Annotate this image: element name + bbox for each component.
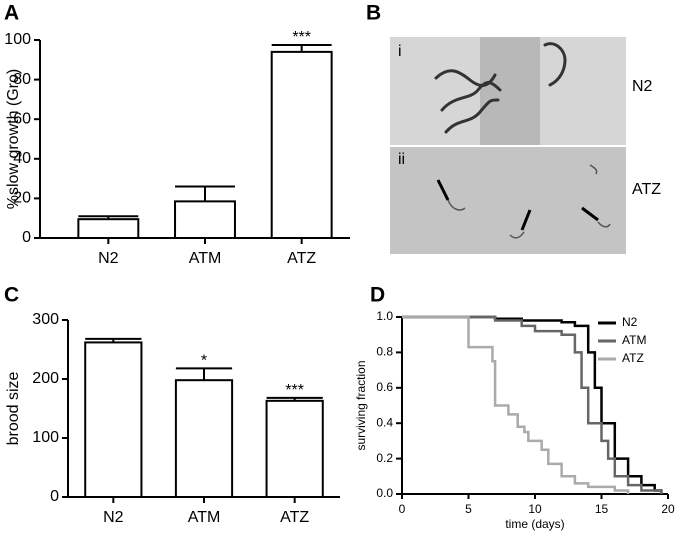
bar — [270, 50, 333, 239]
x-tick-label: 15 — [595, 502, 609, 516]
significance: * — [201, 353, 207, 370]
y-tick-label: 300 — [32, 311, 59, 328]
y-tick-label: 40 — [13, 150, 31, 167]
bacterial-lawn — [480, 37, 540, 145]
worms — [434, 42, 567, 134]
panel-label: B — [366, 2, 381, 25]
arrows — [436, 179, 599, 231]
image-label: ii — [398, 151, 405, 168]
y-tick-label: 1.0 — [376, 309, 393, 323]
x-tick-label: ATZ — [280, 509, 309, 526]
y-tick-label: 0.0 — [376, 486, 393, 500]
y-tick-label: 0.6 — [376, 380, 393, 394]
bar — [84, 341, 143, 499]
micrograph: i ii N2 ATZ — [390, 37, 661, 254]
y-tick-label: 100 — [4, 31, 31, 48]
significance: *** — [292, 29, 311, 46]
strain-label: ATZ — [632, 181, 661, 198]
legend-label: ATZ — [622, 351, 644, 365]
legend-label: N2 — [622, 315, 638, 329]
y-axis-label: %slow growth (Gro) — [5, 69, 22, 209]
bar — [265, 399, 324, 498]
y-tick-label: 80 — [13, 71, 31, 88]
x-tick-label: ATM — [188, 509, 221, 526]
survival-curve — [402, 315, 663, 494]
y-tick-label: 0.2 — [376, 451, 393, 465]
x-tick-label: 5 — [465, 502, 472, 516]
x-tick-label: 10 — [528, 502, 542, 516]
x-tick-label: 20 — [661, 502, 675, 516]
x-tick-label: 0 — [399, 502, 406, 516]
y-tick-label: 60 — [13, 110, 31, 127]
panel-label: A — [4, 2, 19, 25]
x-tick-label: N2 — [98, 250, 119, 267]
small-worms — [447, 164, 611, 239]
y-tick-label: 0 — [22, 229, 31, 246]
survival-curve — [402, 315, 630, 494]
x-tick-label: N2 — [103, 509, 124, 526]
x-tick-label: ATZ — [287, 250, 316, 267]
y-axis-label: surviving fraction — [354, 360, 368, 450]
image-label: i — [398, 43, 402, 60]
y-axis-label: brood size — [5, 371, 22, 445]
x-tick-label: ATM — [189, 250, 222, 267]
x-axis-label: time (days) — [505, 517, 564, 531]
bar — [77, 218, 140, 240]
y-tick-label: 0.8 — [376, 345, 393, 359]
bar — [174, 200, 236, 239]
y-tick-label: 0.4 — [376, 415, 393, 429]
y-tick-label: 100 — [32, 429, 59, 446]
significance: *** — [285, 382, 304, 399]
y-tick-label: 200 — [32, 370, 59, 387]
image-bottom — [390, 147, 626, 254]
y-tick-label: 0 — [50, 488, 59, 505]
y-tick-label: 20 — [13, 190, 31, 207]
legend-label: ATM — [622, 333, 646, 347]
bar — [174, 379, 234, 498]
panel-label: D — [370, 284, 385, 307]
strain-label: N2 — [632, 78, 653, 95]
panel-label: C — [4, 284, 19, 307]
